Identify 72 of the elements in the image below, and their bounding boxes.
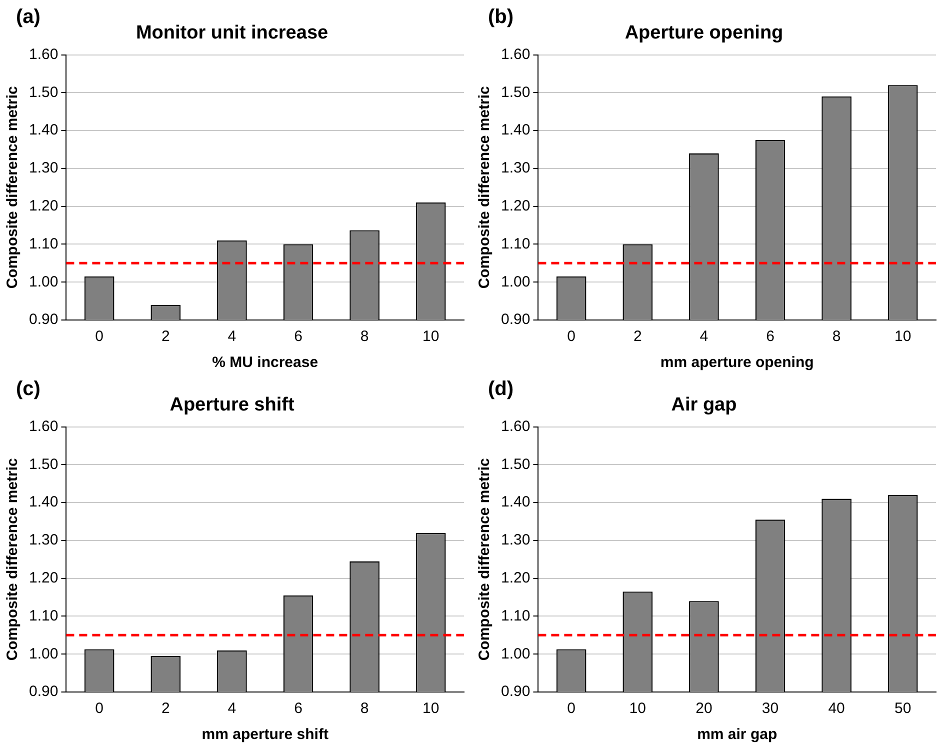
y-tick-label: 1.60	[500, 46, 530, 63]
chart-title: Aperture opening	[624, 22, 784, 44]
text: (c)	[16, 378, 40, 401]
x-tick-label: 4	[228, 328, 236, 346]
x-tick-label: 20	[696, 700, 712, 718]
y-tick-label: 1.00	[500, 645, 530, 662]
x-tick-label: 10	[894, 328, 912, 346]
y-tick-label: 1.50	[28, 456, 58, 473]
y-tick-label: 1.40	[500, 494, 530, 511]
y-tick-label: 1.40	[28, 494, 58, 511]
y-tick-label: 1.10	[28, 607, 58, 624]
x-tick-label: 10	[422, 328, 440, 346]
y-tick-label: 1.00	[500, 273, 530, 290]
y-tick-label: 1.50	[28, 84, 58, 101]
x-axis-title: mm air gap	[697, 726, 778, 744]
y-tick-label: 1.50	[500, 456, 530, 473]
x-tick-label: 2	[633, 328, 642, 346]
y-tick-label: 1.60	[28, 418, 58, 435]
x-tick-label: 6	[766, 328, 774, 346]
y-tick-label: 1.30	[28, 532, 58, 549]
text: (b)	[488, 6, 514, 29]
y-tick-label: 1.40	[500, 122, 530, 139]
y-tick-label: 0.90	[500, 311, 530, 328]
x-tick-label: 8	[832, 328, 841, 346]
x-tick-label: 4	[700, 328, 708, 346]
x-tick-label: 40	[828, 700, 845, 718]
y-tick-label: 1.00	[28, 273, 58, 290]
chart-title: Air gap	[671, 394, 737, 416]
y-axis-title: Composite difference metric	[4, 86, 22, 289]
y-tick-label: 1.20	[500, 569, 530, 586]
y-tick-label: 0.90	[28, 311, 58, 328]
y-tick-label: 1.20	[500, 197, 530, 214]
x-tick-label: 10	[629, 700, 646, 718]
y-tick-label: 1.10	[500, 235, 530, 252]
y-axis-title: Composite difference metric	[4, 458, 22, 661]
x-tick-label: 2	[161, 700, 170, 718]
x-tick-label: 6	[294, 328, 302, 346]
y-axis-title: Composite difference metric	[476, 458, 494, 661]
x-tick-label: 8	[360, 328, 369, 346]
y-tick-label: 1.30	[28, 160, 58, 177]
y-axis-title: Composite difference metric	[476, 86, 494, 289]
y-tick-label: 1.00	[28, 645, 58, 662]
x-tick-label: 0	[567, 328, 576, 346]
text: (a)	[16, 6, 40, 29]
x-tick-label: 4	[228, 700, 236, 718]
x-axis-title: % MU increase	[212, 354, 318, 372]
y-tick-label: 0.90	[28, 683, 58, 700]
x-axis-title: mm aperture shift	[202, 726, 328, 744]
chart-title: Monitor unit increase	[136, 22, 328, 44]
y-tick-label: 0.90	[500, 683, 530, 700]
y-tick-label: 1.40	[28, 122, 58, 139]
x-tick-label: 0	[567, 700, 576, 718]
text: (d)	[488, 378, 514, 401]
y-tick-label: 1.10	[500, 607, 530, 624]
x-tick-label: 8	[360, 700, 369, 718]
chart-title: Aperture shift	[170, 394, 295, 416]
x-tick-label: 50	[894, 700, 912, 718]
y-tick-label: 1.20	[28, 197, 58, 214]
x-tick-label: 0	[95, 700, 104, 718]
y-tick-label: 1.10	[28, 235, 58, 252]
x-tick-label: 0	[95, 328, 104, 346]
y-tick-label: 1.60	[28, 46, 58, 63]
x-tick-label: 30	[762, 700, 779, 718]
y-tick-label: 1.50	[500, 84, 530, 101]
y-tick-label: 1.30	[500, 160, 530, 177]
x-tick-label: 10	[422, 700, 440, 718]
x-axis-title: mm aperture opening	[660, 354, 814, 372]
y-tick-label: 1.30	[500, 532, 530, 549]
y-tick-label: 1.60	[500, 418, 530, 435]
x-tick-label: 6	[294, 700, 302, 718]
x-tick-label: 2	[161, 328, 170, 346]
y-tick-label: 1.20	[28, 569, 58, 586]
